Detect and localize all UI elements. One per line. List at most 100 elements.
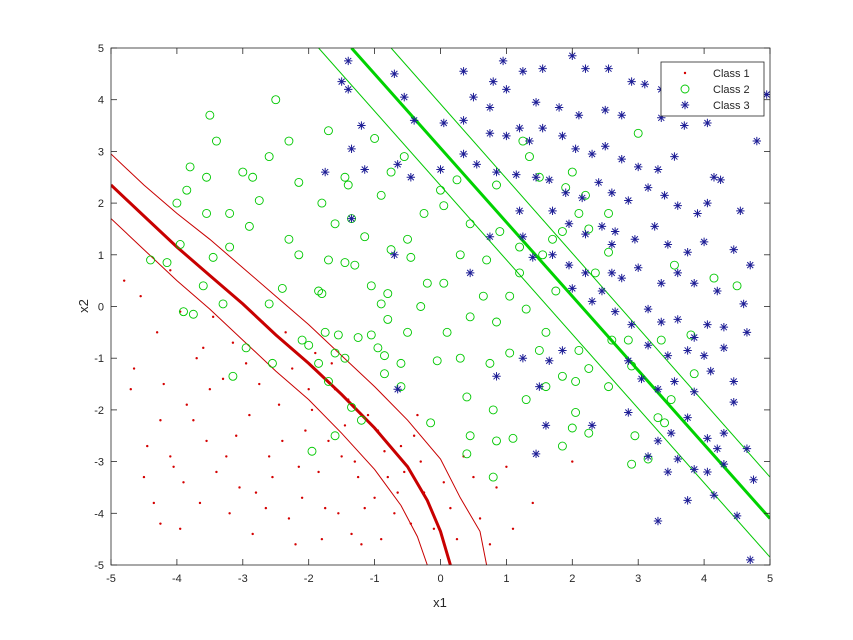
point-2-18 [343, 180, 353, 190]
point-3-102 [713, 286, 722, 296]
point-3-23 [657, 113, 666, 122]
point-2-140 [330, 431, 340, 441]
legend-label-2: Class 2 [713, 84, 750, 96]
point-3-44 [617, 154, 626, 164]
point-2-9 [172, 198, 182, 208]
data-points [122, 51, 770, 565]
point-1-64 [353, 460, 357, 463]
y-tick-label: 1 [98, 250, 104, 262]
point-1-17 [267, 455, 271, 458]
point-3-145 [663, 467, 673, 477]
legend-box [660, 61, 765, 117]
point-3-94 [564, 260, 574, 270]
point-3-118 [699, 351, 709, 360]
x-tick-label: -1 [370, 573, 380, 585]
point-2-68 [521, 395, 531, 405]
point-2-112 [314, 286, 324, 296]
legend-marker-3 [680, 100, 690, 110]
point-3-138 [703, 434, 712, 443]
point-2-118 [228, 371, 238, 381]
point-3-79 [581, 229, 590, 239]
point-1-5 [159, 522, 162, 525]
point-2-122 [314, 358, 324, 368]
point-2-123 [330, 348, 340, 358]
point-1-39 [495, 486, 498, 489]
point-2-108 [492, 180, 501, 190]
point-2-45 [442, 327, 452, 337]
point-1-0 [132, 367, 136, 370]
point-3-126 [531, 449, 541, 459]
point-1-7 [182, 481, 185, 484]
y-tick-label: -3 [94, 457, 104, 469]
point-2-54 [485, 358, 495, 368]
point-3-106 [610, 307, 620, 316]
point-1-80 [198, 501, 202, 505]
point-1-1 [155, 331, 159, 334]
point-2-95 [590, 268, 600, 278]
point-2-55 [455, 353, 465, 363]
point-1-40 [511, 527, 515, 531]
point-3-5 [459, 67, 468, 76]
y-tick-label: 5 [98, 43, 104, 55]
point-1-33 [412, 434, 416, 437]
point-2-109 [452, 175, 462, 185]
point-1-72 [455, 537, 459, 541]
point-1-92 [379, 537, 383, 541]
point-3-154 [653, 516, 663, 526]
point-1-78 [159, 419, 162, 422]
point-2-137 [366, 330, 376, 340]
point-3-89 [465, 268, 475, 278]
point-2-106 [525, 152, 534, 162]
point-2-139 [353, 333, 363, 342]
point-2-117 [241, 343, 251, 353]
point-3-149 [749, 475, 758, 484]
point-3-122 [535, 382, 544, 391]
point-1-60 [317, 470, 320, 474]
point-1-29 [373, 496, 376, 499]
x-tick-label: -2 [304, 573, 314, 585]
point-3-13 [604, 64, 613, 73]
point-2-111 [324, 255, 333, 265]
point-3-103 [746, 260, 755, 270]
point-2-1 [205, 110, 215, 120]
curve-5 [318, 48, 770, 558]
point-1-41 [531, 501, 534, 505]
point-2-39 [340, 258, 350, 268]
point-1-43 [139, 294, 142, 298]
point-1-59 [310, 408, 314, 412]
point-3-6 [498, 56, 508, 66]
point-2-50 [521, 304, 531, 314]
y-tick-label: -2 [94, 405, 104, 417]
point-3-152 [732, 511, 742, 521]
point-2-127 [225, 242, 235, 252]
point-1-22 [314, 351, 317, 355]
point-3-85 [683, 248, 692, 257]
point-2-76 [604, 382, 613, 392]
point-3-141 [653, 436, 663, 446]
point-2-35 [482, 255, 492, 265]
point-3-130 [653, 385, 663, 394]
point-2-4 [284, 136, 294, 146]
point-1-4 [152, 501, 156, 505]
point-2-38 [350, 260, 360, 270]
point-3-76 [515, 206, 524, 216]
point-3-36 [502, 131, 511, 141]
y-tick-label: 0 [98, 302, 104, 314]
point-3-87 [729, 245, 738, 254]
point-1-79 [178, 527, 182, 531]
point-2-89 [656, 335, 666, 345]
x-axis-label: x1 [433, 595, 447, 610]
point-3-140 [666, 428, 676, 438]
point-2-22 [386, 167, 396, 177]
point-3-113 [719, 322, 729, 332]
point-3-84 [663, 240, 673, 249]
point-2-132 [162, 258, 172, 268]
point-3-115 [643, 341, 653, 350]
point-3-33 [439, 118, 448, 128]
point-3-63 [577, 193, 587, 203]
point-2-90 [686, 330, 696, 340]
point-2-2 [324, 126, 333, 136]
point-3-61 [545, 175, 554, 185]
point-2-138 [380, 351, 389, 361]
